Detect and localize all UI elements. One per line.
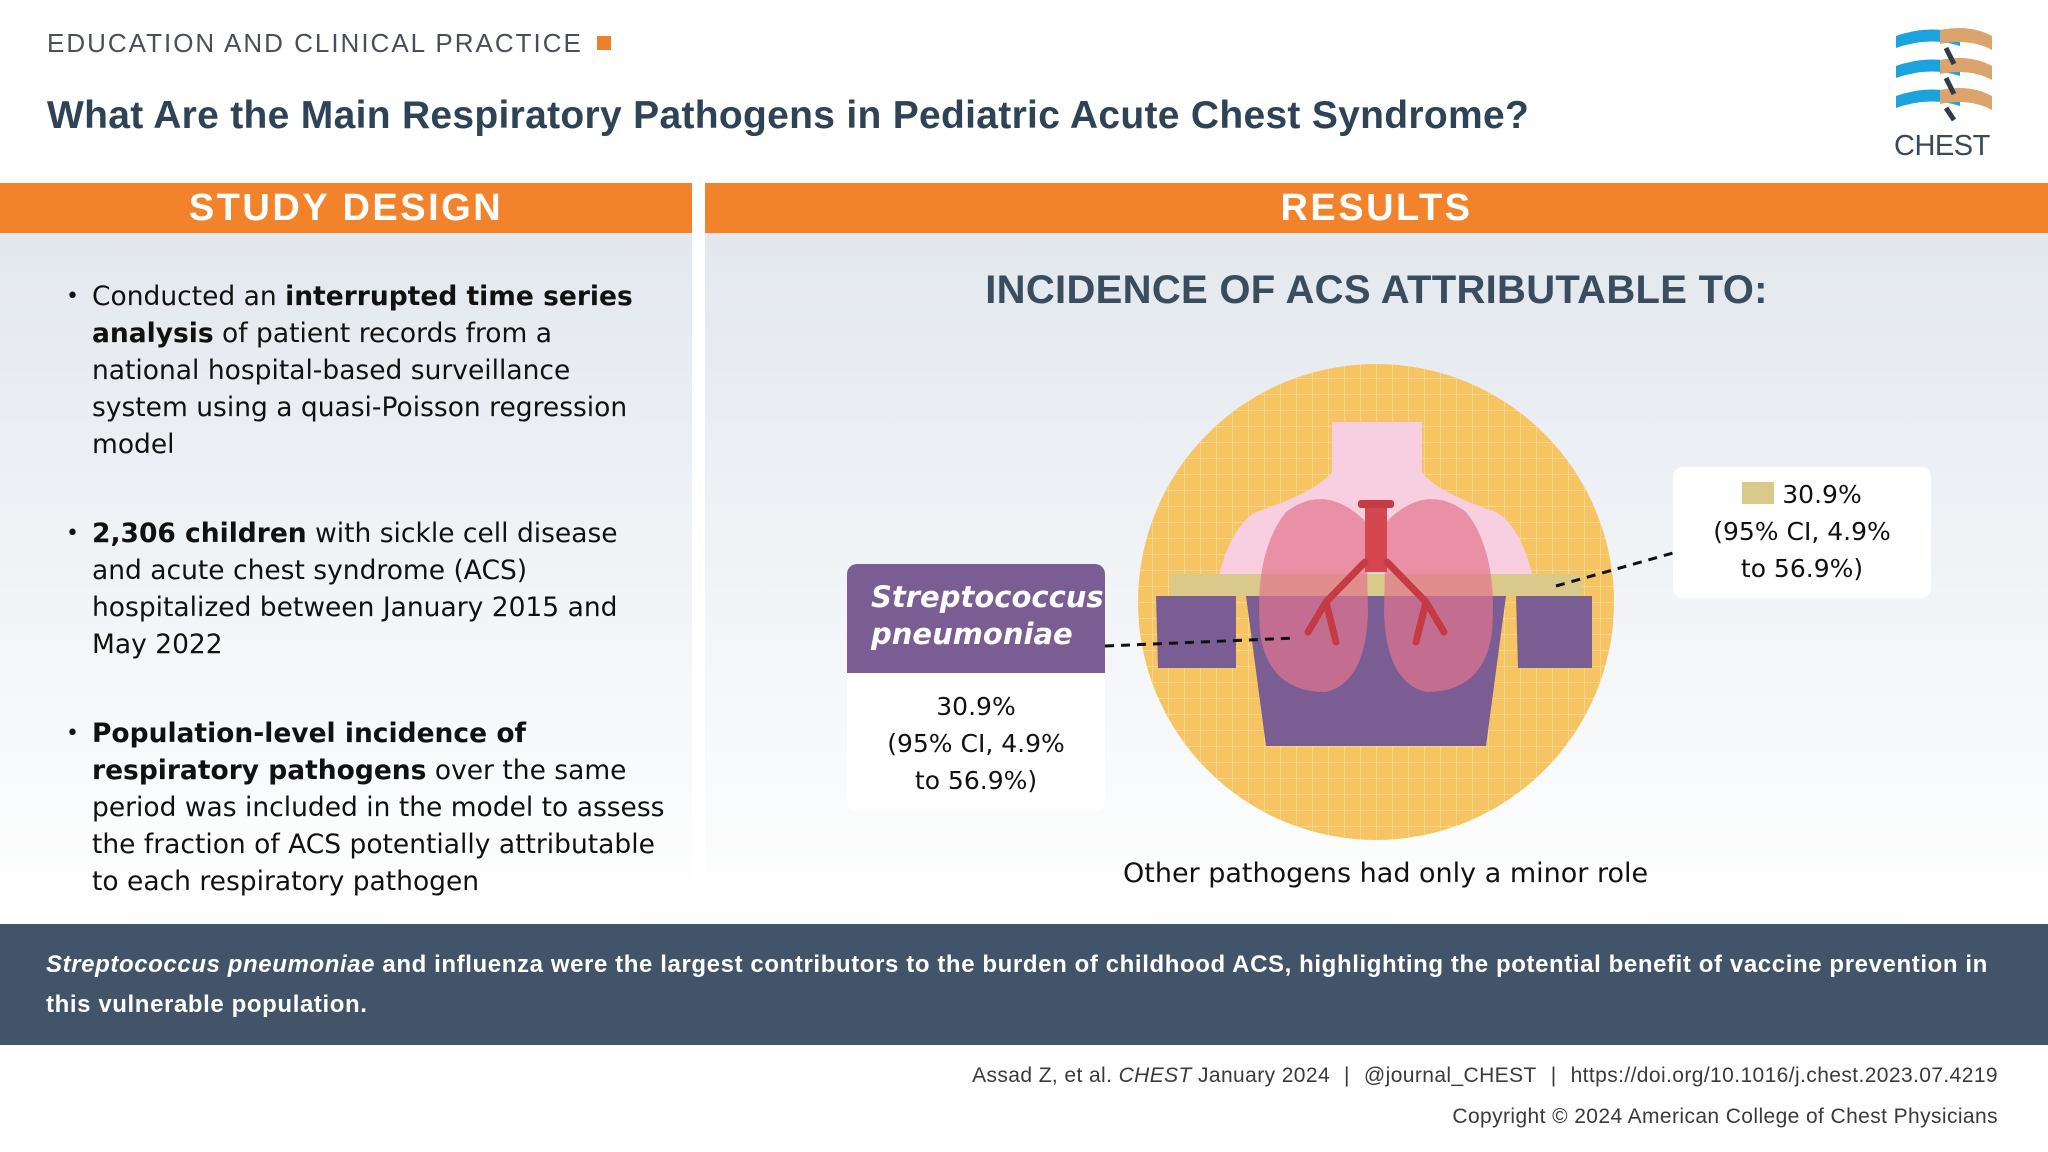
chest-illustration bbox=[1138, 364, 1614, 840]
twitter-handle[interactable]: @journal_CHEST bbox=[1363, 1064, 1537, 1087]
citation: Assad Z, et al. CHEST January 2024 | @jour… bbox=[972, 1064, 1998, 1087]
results-heading: RESULTS bbox=[1280, 186, 1473, 229]
doi-link[interactable]: https://doi.org/10.1016/j.chest.2023.07.… bbox=[1570, 1064, 1998, 1087]
conclusion-band: Streptococcus pneumoniae and influenza w… bbox=[0, 924, 2048, 1045]
results-band: RESULTS bbox=[705, 183, 2048, 233]
pneumoniae-stat: 30.9% (95% CI, 4.9% to 56.9%) bbox=[887, 692, 1065, 795]
logo-text: CHEST bbox=[1894, 130, 1990, 162]
trachea bbox=[1365, 502, 1387, 572]
bronchi bbox=[1304, 558, 1448, 646]
list-item: Conducted an interrupted time series ana… bbox=[66, 278, 666, 463]
results-subheading: INCIDENCE OF ACS ATTRIBUTABLE TO: bbox=[985, 268, 1768, 312]
study-design-list: Conducted an interrupted time series ana… bbox=[66, 278, 666, 952]
copyright: Copyright © 2024 American College of Che… bbox=[1452, 1105, 1998, 1128]
torso-lower bbox=[1156, 596, 1236, 668]
band-callout: 30.9% (95% CI, 4.9% to 56.9%) bbox=[1673, 467, 1931, 598]
torso-lower bbox=[1516, 596, 1592, 668]
chest-logo bbox=[1896, 28, 1992, 122]
results-caption: Other pathogens had only a minor role bbox=[1123, 858, 1649, 889]
page-title: What Are the Main Respiratory Pathogens … bbox=[47, 94, 1530, 137]
pneumoniae-callout: Streptococcus pneumoniae 30.9% (95% CI, … bbox=[847, 564, 1105, 810]
band-stat-value: 30.9% bbox=[1673, 476, 1931, 513]
conclusion-text: Streptococcus pneumoniae and influenza w… bbox=[46, 951, 1988, 1018]
torso-band bbox=[1170, 574, 1582, 596]
list-item: Population-level incidence of respirator… bbox=[66, 715, 666, 900]
study-design-heading: STUDY DESIGN bbox=[188, 186, 504, 229]
list-item: 2,306 children with sickle cell disease … bbox=[66, 515, 666, 663]
right-lung bbox=[1384, 499, 1493, 692]
logo-stripes-tan bbox=[1940, 28, 1992, 110]
legend-swatch bbox=[1742, 482, 1775, 504]
study-design-band: STUDY DESIGN bbox=[0, 183, 692, 233]
orange-square-icon bbox=[596, 36, 611, 51]
pathogen-name: Streptococcus pneumoniae bbox=[847, 564, 1105, 673]
section-label: EDUCATION AND CLINICAL PRACTICE bbox=[47, 28, 611, 59]
